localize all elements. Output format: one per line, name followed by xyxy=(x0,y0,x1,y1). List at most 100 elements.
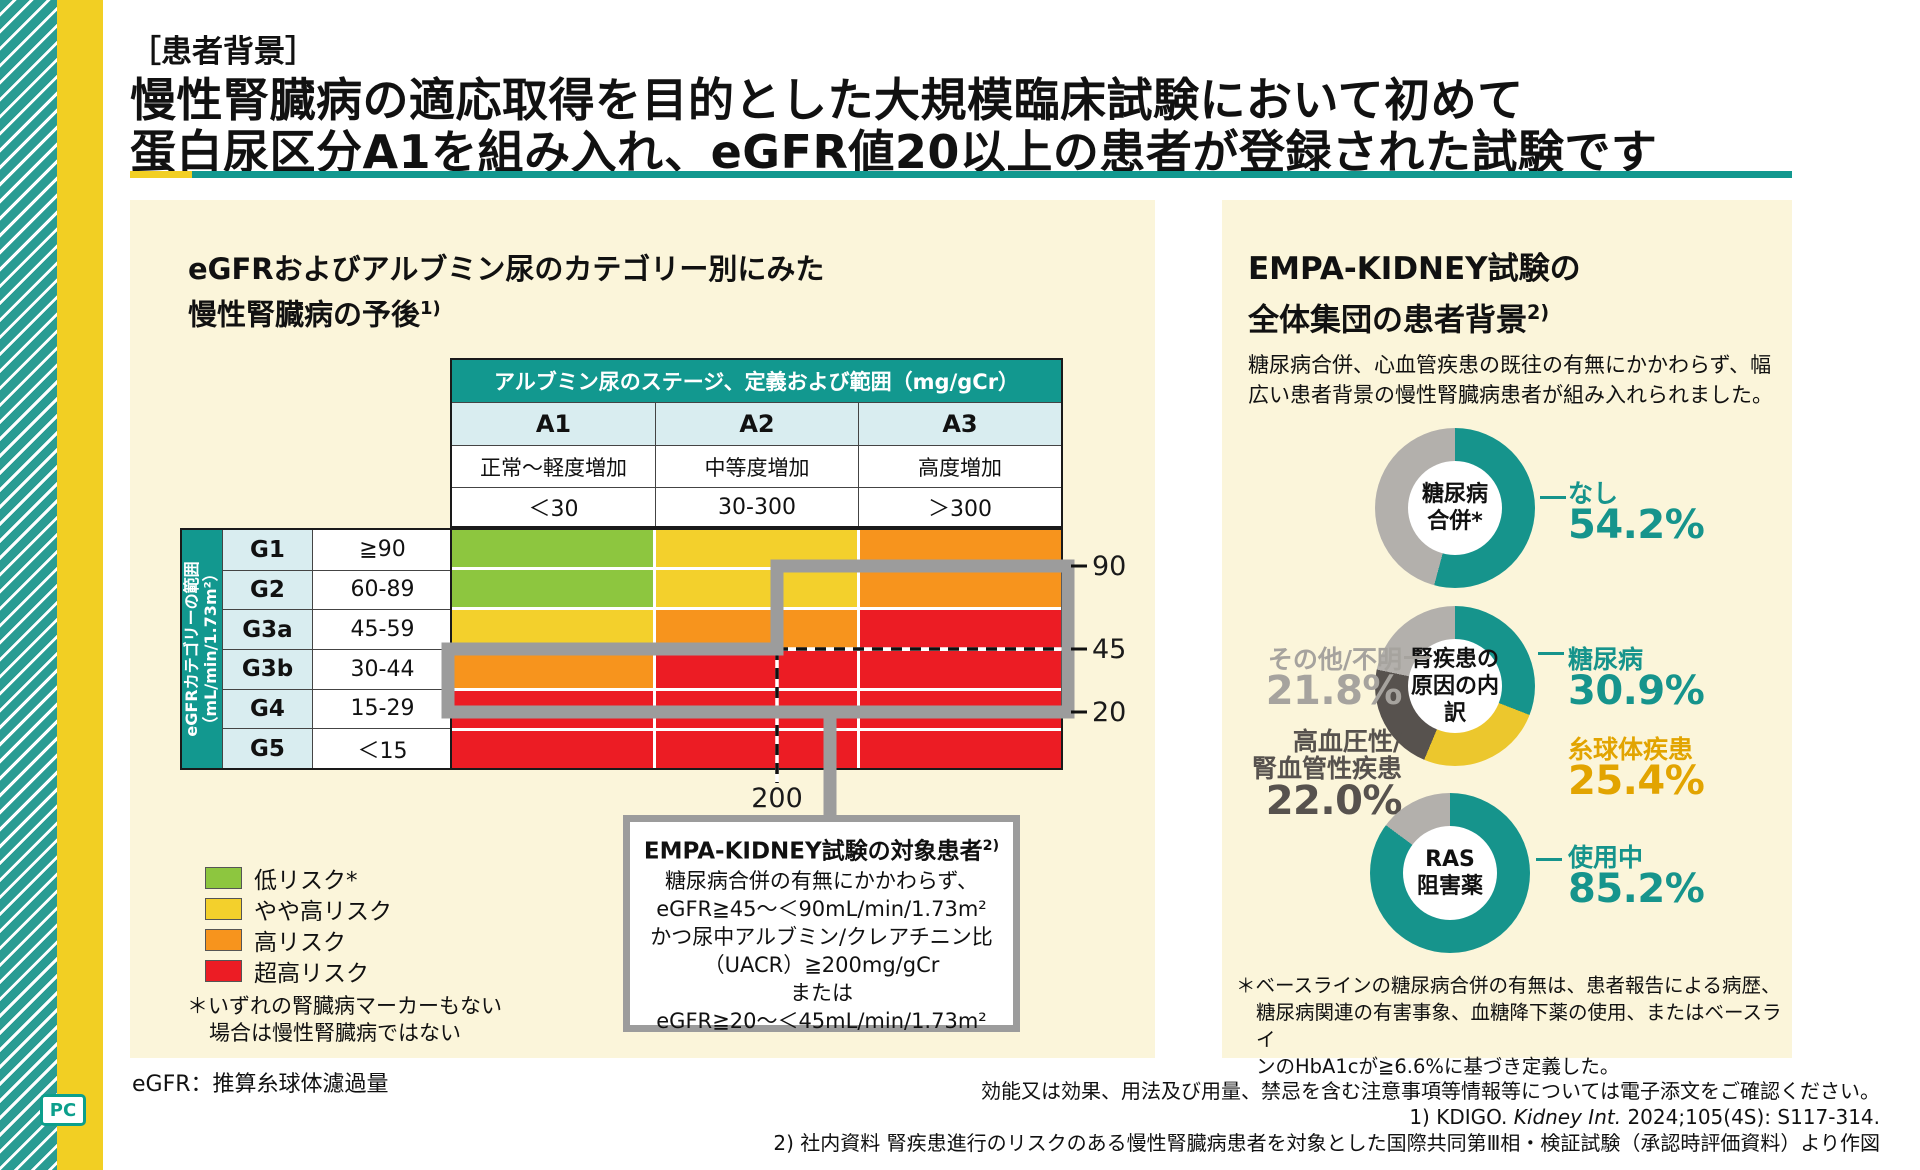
cell-g4-a3 xyxy=(860,690,1061,728)
donut-diabetes-center-line2: 合併* xyxy=(1427,509,1483,534)
value-shikyutai: 25.4% xyxy=(1568,758,1705,804)
egfr-abbreviation-note: eGFR：推算糸球体濾過量 xyxy=(132,1072,389,1097)
range-g3a: 45-59 xyxy=(312,609,452,649)
range-g2: 60-89 xyxy=(312,569,452,610)
value-sonota: 21.8% xyxy=(1265,668,1403,714)
cell-g4-a1 xyxy=(452,690,653,728)
donut-kidney-cause-center: 腎疾患の 原因の内訳 xyxy=(1408,639,1502,733)
cell-g5-a3 xyxy=(860,730,1061,768)
col-desc-a2: 中等度増加 xyxy=(655,445,858,487)
legend-label-low: 低リスク* xyxy=(254,868,358,894)
label-sonota: その他/不明 xyxy=(1267,645,1402,674)
donut-cause-center-line1: 腎疾患の xyxy=(1410,646,1499,672)
empa-kidney-panel: EMPA-KIDNEY試験の 全体集団の患者背景2) 糖尿病合併、心血管疾患の既… xyxy=(1222,200,1792,1078)
cell-g1-a2 xyxy=(656,530,857,568)
empa-title-line1: EMPA-KIDNEY試験の xyxy=(1248,251,1581,287)
range-g3b: 30-44 xyxy=(312,649,452,689)
value-kouketsuatsu: 22.0% xyxy=(1265,778,1403,824)
legend-note: ＊いずれの腎臓病マーカーもない 場合は慢性腎臓病ではない xyxy=(187,993,502,1047)
callout-line-5: または xyxy=(790,980,853,1005)
col-desc-a1: 正常〜軽度増加 xyxy=(452,445,655,487)
col-header-a1: A1 xyxy=(452,402,655,445)
cell-g2-a2 xyxy=(656,570,857,608)
donut-cause-center-line2: 原因の内訳 xyxy=(1410,673,1499,726)
legend-swatch-high xyxy=(205,929,242,951)
callout-line-1: 糖尿病合併の有無にかかわらず、 xyxy=(664,868,979,893)
cell-g3b-a1 xyxy=(452,650,653,688)
risk-heatmap xyxy=(450,528,1063,770)
donut-diabetes-center-line1: 糖尿病 xyxy=(1421,482,1488,507)
legend-swatch-veryhigh xyxy=(205,960,242,982)
callout-line-6: eGFR≧20〜＜45mL/min/1.73m² xyxy=(656,1008,987,1033)
label-kouketsuatsu-line2: 腎血管性疾患 xyxy=(1251,754,1402,783)
baseline-footnote-line3: ンのHbA1cが≧6.6%に基づき定義した。 xyxy=(1256,1055,1620,1078)
donut-ras-center: RAS 阻害薬 xyxy=(1403,826,1497,920)
kdigo-title-sup: 1) xyxy=(420,298,441,319)
donut-diabetes: 糖尿病 合併* xyxy=(1375,428,1535,588)
empa-title-line2: 全体集団の患者背景 xyxy=(1248,302,1527,339)
empa-intro-line2: 広い患者背景の慢性腎臓病患者が組み入れられました。 xyxy=(1248,383,1773,407)
col-range-a1: ＜30 xyxy=(452,487,655,526)
ref1-journal: Kidney Int. xyxy=(1513,1105,1622,1129)
col-header-a2: A2 xyxy=(655,402,858,445)
empa-panel-title: EMPA-KIDNEY試験の 全体集団の患者背景2) xyxy=(1248,248,1581,342)
ref1-pre: 1) KDIGO. xyxy=(1409,1105,1514,1129)
cell-g3b-a2 xyxy=(656,650,857,688)
stage-g2: G2 xyxy=(222,569,312,610)
range-g1: ≧90 xyxy=(312,530,452,570)
empa-kidney-criteria-callout: EMPA-KIDNEY試験の対象患者2) 糖尿病合併の有無にかかわらず、 eGF… xyxy=(623,815,1020,1033)
donut-ras-center-line2: 阻害薬 xyxy=(1416,874,1483,899)
callout-line-4: （UACR）≧200mg/gCr xyxy=(703,952,940,977)
cell-g3b-a3 xyxy=(860,650,1061,688)
albuminuria-header-title: アルブミン尿のステージ、定義および範囲（mg/gCr） xyxy=(452,360,1061,402)
col-range-a2: 30-300 xyxy=(655,487,858,526)
decorative-stripe-band xyxy=(0,0,57,1170)
cell-g4-a2 xyxy=(656,690,857,728)
slide-title-line2: 蛋白尿区分A1を組み入れ、eGFR値20以上の患者が登録された試験です xyxy=(130,125,1658,179)
egfr-axis-label-line1: eGFRカテゴリーの範囲 xyxy=(182,561,201,737)
legend-note-line1: ＊いずれの腎臓病マーカーもない xyxy=(187,994,502,1018)
stage-g5: G5 xyxy=(222,728,312,768)
baseline-footnote-line1: ＊ベースラインの糖尿病合併の有無は、患者報告による病歴、 xyxy=(1236,974,1781,997)
footer-references: 効能又は効果、用法及び用量、禁忌を含む注意事項等情報等については電子添文をご確認… xyxy=(773,1078,1880,1156)
title-divider-yellow xyxy=(130,171,192,178)
empa-intro-line1: 糖尿病合併、心血管疾患の既往の有無にかかわらず、幅 xyxy=(1248,353,1772,377)
legend-item-low: 低リスク* xyxy=(205,861,358,895)
callout-line-3: かつ尿中アルブミン/クレアチニン比 xyxy=(650,924,993,949)
stage-g1: G1 xyxy=(222,530,312,570)
legend-item-high: 高リスク xyxy=(205,923,346,957)
stage-g3a: G3a xyxy=(222,609,312,649)
title-divider-teal xyxy=(192,171,1792,178)
cell-g3a-a1 xyxy=(452,610,653,648)
empa-title-sup: 2) xyxy=(1527,301,1550,324)
leader-tonyobyo xyxy=(1538,652,1564,655)
ref1-post: 2024;105(4S): S117-314. xyxy=(1621,1105,1880,1129)
egfr-axis-label-line2: （mL/min/1.73m²） xyxy=(201,565,220,733)
tick-label-45: 45 xyxy=(1092,634,1127,665)
callout-title-sup: 2) xyxy=(982,838,1000,854)
kdigo-title-line2: 慢性腎臓病の予後 xyxy=(188,297,421,332)
value-shiyochu: 85.2% xyxy=(1568,866,1705,912)
footer-reference-1: 1) KDIGO. Kidney Int. 2024;105(4S): S117… xyxy=(773,1104,1880,1130)
cell-g1-a1 xyxy=(452,530,653,568)
tick-label-20: 20 xyxy=(1092,697,1127,728)
range-g5: ＜15 xyxy=(312,728,452,768)
stage-g4: G4 xyxy=(222,688,312,729)
albuminuria-header: アルブミン尿のステージ、定義および範囲（mg/gCr） A1 A2 A3 正常〜… xyxy=(450,358,1063,528)
footer-safety-note: 効能又は効果、用法及び用量、禁忌を含む注意事項等情報等については電子添文をご確認… xyxy=(981,1079,1880,1103)
leader-sonota xyxy=(1404,656,1430,659)
range-g4: 15-29 xyxy=(312,688,452,729)
legend-swatch-low xyxy=(205,867,242,889)
decorative-yellow-band xyxy=(57,0,103,1170)
stage-g3b: G3b xyxy=(222,649,312,689)
label-nashi: なし xyxy=(1568,479,1619,508)
leader-nashi xyxy=(1540,496,1566,499)
value-tonyobyo: 30.9% xyxy=(1568,668,1705,714)
legend-item-veryhigh: 超高リスク xyxy=(205,954,369,988)
tick-label-90: 90 xyxy=(1092,551,1127,582)
footer-reference-2: 2) 社内資料 腎疾患進行のリスクのある慢性腎臓病患者を対象とした国際共同第Ⅲ相… xyxy=(773,1131,1880,1155)
legend-label-veryhigh: 超高リスク xyxy=(254,961,369,987)
label-kouketsuatsu-line1: 高血圧性/ xyxy=(1292,727,1402,756)
callout-line-2: eGFR≧45〜＜90mL/min/1.73m² xyxy=(656,896,987,921)
